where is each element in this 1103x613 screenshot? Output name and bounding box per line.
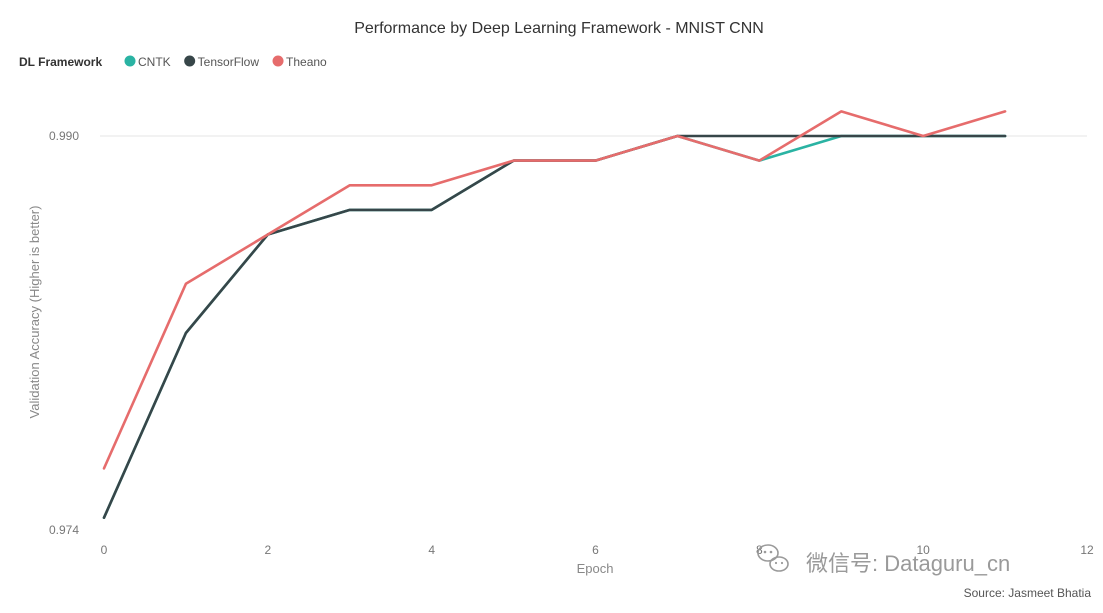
y-axis-label: Validation Accuracy (Higher is better) (27, 206, 42, 419)
x-tick-label: 12 (1080, 543, 1094, 557)
legend-label-tensorflow[interactable]: TensorFlow (198, 55, 260, 69)
legend-marker-cntk (124, 55, 136, 67)
x-axis-label: Epoch (577, 561, 614, 576)
x-tick-label: 4 (428, 543, 435, 557)
x-tick-label: 2 (264, 543, 271, 557)
x-tick-label: 10 (916, 543, 930, 557)
wechat-icon (757, 544, 789, 572)
legend-marker-theano (272, 55, 284, 67)
watermark: 微信号: Dataguru_cn (757, 544, 1010, 576)
series-line-tensorflow[interactable] (102, 134, 1007, 520)
x-tick-label: 0 (101, 543, 108, 557)
legend-label-theano[interactable]: Theano (286, 55, 327, 69)
y-axis-ticks: 0.974 0.990 (49, 129, 79, 537)
legend-marker-tensorflow (184, 55, 196, 67)
source-note: Source: Jasmeet Bhatia (964, 586, 1092, 600)
series-line-theano[interactable] (102, 110, 1007, 470)
y-tick-label: 0.990 (49, 129, 79, 143)
legend-title: DL Framework (19, 55, 102, 69)
legend-label-cntk[interactable]: CNTK (138, 55, 171, 69)
chart-title: Performance by Deep Learning Framework -… (354, 20, 764, 37)
watermark-text: 微信号: Dataguru_cn (806, 551, 1010, 576)
legend: DL Framework CNTK TensorFlow Theano (19, 55, 327, 69)
series-line-cntk[interactable] (102, 134, 1007, 520)
y-tick-label: 0.974 (49, 523, 79, 537)
series-lines (102, 110, 1007, 520)
x-tick-label: 6 (592, 543, 599, 557)
